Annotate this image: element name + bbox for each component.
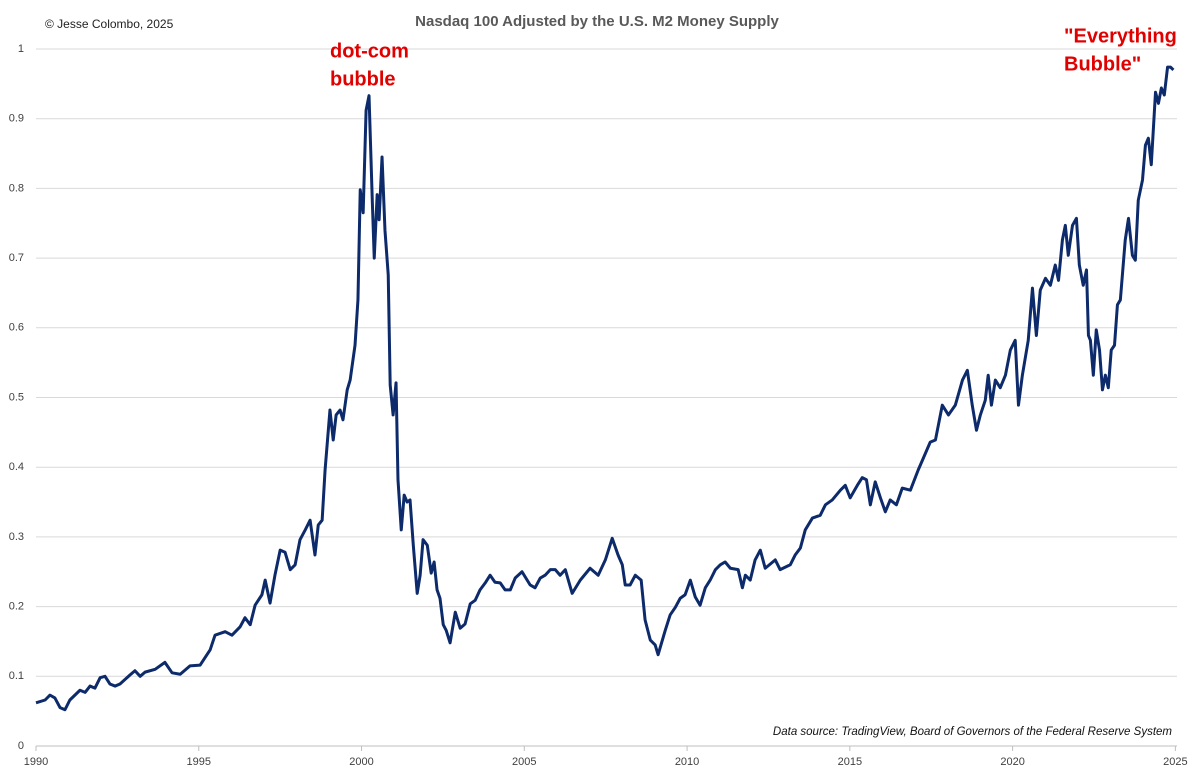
y-tick-label: 0.1 <box>9 670 24 682</box>
y-tick-label: 0.3 <box>9 531 24 543</box>
y-tick-label: 0.7 <box>9 252 24 264</box>
x-tick-label: 2015 <box>838 756 862 768</box>
y-tick-label: 0.2 <box>9 601 24 613</box>
x-tick-label: 1995 <box>187 756 211 768</box>
source-note: Data source: TradingView, Board of Gover… <box>773 726 1172 738</box>
chart-title: Nasdaq 100 Adjusted by the U.S. M2 Money… <box>415 13 779 30</box>
data-line <box>35 65 1175 712</box>
y-tick-label: 0.8 <box>9 182 24 194</box>
x-tick-label: 2005 <box>512 756 536 768</box>
y-tick-label: 0.4 <box>9 461 24 473</box>
x-tick-label: 2020 <box>1000 756 1024 768</box>
y-tick-label: 0.6 <box>9 322 24 334</box>
y-tick-label: 0.9 <box>9 113 24 125</box>
annotation: dot-com <box>330 40 409 62</box>
annotation: Bubble" <box>1064 53 1141 75</box>
annotation: "Everything <box>1064 25 1177 47</box>
copyright: © Jesse Colombo, 2025 <box>45 17 174 31</box>
x-tick-label: 2000 <box>349 756 373 768</box>
y-tick-label: 1 <box>18 43 24 55</box>
x-tick-label: 1990 <box>24 756 48 768</box>
x-tick-label: 2025 <box>1163 756 1187 768</box>
x-tick-label: 2010 <box>675 756 699 768</box>
annotation: bubble <box>330 68 396 90</box>
y-tick-label: 0 <box>18 740 24 752</box>
y-tick-label: 0.5 <box>9 391 24 403</box>
